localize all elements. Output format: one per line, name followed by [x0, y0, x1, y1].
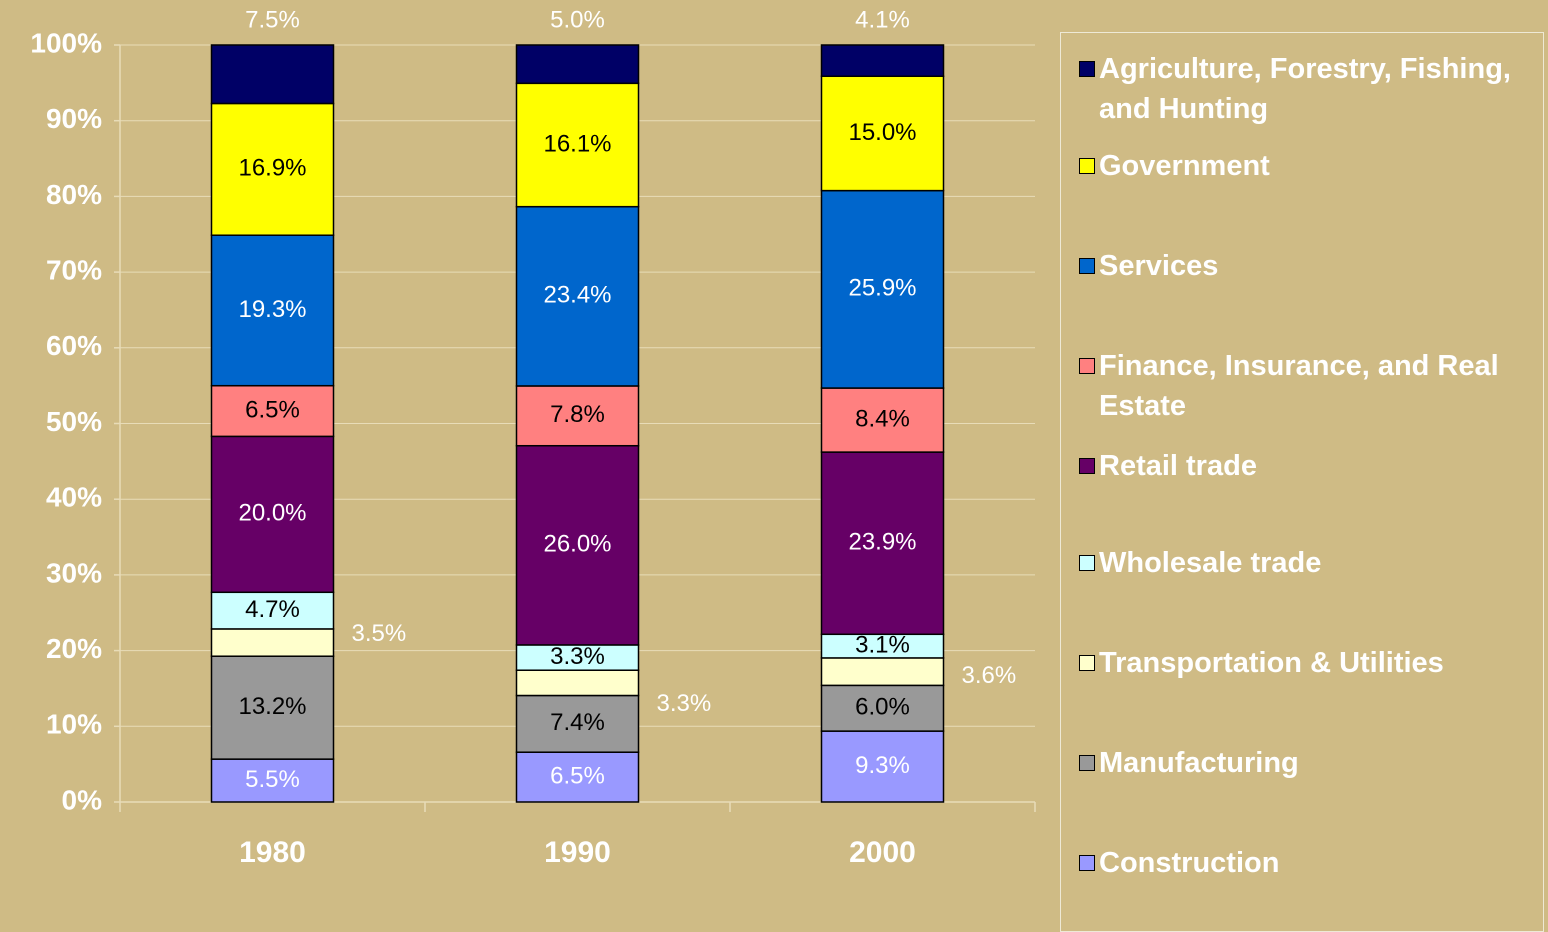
value-label: 3.3%: [657, 690, 712, 717]
value-label: 3.6%: [962, 662, 1017, 689]
value-label: 3.5%: [352, 620, 407, 647]
bar-segment: [210, 655, 335, 760]
value-label: 19.3%: [238, 296, 306, 323]
value-label: 16.9%: [238, 155, 306, 182]
value-label: 5.0%: [550, 6, 605, 33]
value-label: 16.1%: [543, 130, 611, 157]
value-label: 26.0%: [543, 531, 611, 558]
value-label: 5.5%: [245, 766, 300, 793]
y-tick-label: 30%: [46, 557, 102, 588]
bar-segment: [210, 435, 335, 594]
legend-item: Transportation & Utilities: [1079, 643, 1539, 683]
legend-label: Agriculture, Forestry, Fishing, and Hunt…: [1099, 53, 1511, 125]
value-label: 3.3%: [550, 643, 605, 670]
value-label: 8.4%: [855, 405, 910, 432]
y-tick-label: 60%: [46, 330, 102, 361]
bar-segment: [515, 669, 640, 697]
legend-label: Wholesale trade: [1099, 547, 1322, 579]
legend-item: Finance, Insurance, and Real Estate: [1079, 346, 1539, 426]
legend-swatch: [1079, 158, 1095, 174]
x-tick-label: 1980: [239, 836, 306, 869]
legend-item: Construction: [1079, 843, 1539, 883]
value-label: 3.1%: [855, 631, 910, 658]
y-tick-label: 0%: [62, 784, 103, 815]
value-label: 20.0%: [238, 500, 306, 527]
legend-swatch: [1079, 458, 1095, 474]
bar-segment: [820, 387, 945, 453]
legend-label: Manufacturing: [1099, 747, 1299, 779]
bar-segment: [820, 44, 945, 78]
bar-segment: [515, 44, 640, 85]
y-tick-label: 10%: [46, 709, 102, 740]
bar-segment: [515, 694, 640, 753]
legend-label: Transportation & Utilities: [1099, 647, 1444, 679]
bar-segment: [515, 205, 640, 387]
bar-segment: [515, 385, 640, 447]
legend-label: Services: [1099, 250, 1219, 282]
legend-swatch: [1079, 655, 1095, 671]
legend-item: Government: [1079, 146, 1539, 186]
x-tick-label: 1990: [544, 836, 611, 869]
legend-swatch: [1079, 555, 1095, 571]
value-label: 23.9%: [848, 529, 916, 556]
legend-label: Finance, Insurance, and Real Estate: [1099, 350, 1499, 422]
legend-label: Retail trade: [1099, 450, 1257, 482]
value-label: 6.5%: [245, 396, 300, 423]
legend-swatch: [1079, 358, 1095, 374]
value-label: 6.5%: [550, 762, 605, 789]
legend-swatch: [1079, 258, 1095, 274]
value-label: 7.8%: [550, 401, 605, 428]
legend-label: Government: [1099, 150, 1270, 182]
bar-segment: [210, 628, 335, 657]
legend-swatch: [1079, 61, 1095, 77]
legend-item: Services: [1079, 246, 1539, 286]
bar-segment: [515, 82, 640, 208]
bar-segment: [820, 451, 945, 636]
y-tick-label: 90%: [46, 103, 102, 134]
y-tick-label: 20%: [46, 633, 102, 664]
legend-item: Retail trade: [1079, 446, 1539, 486]
y-tick-label: 40%: [46, 482, 102, 513]
bar-segment: [820, 75, 945, 192]
bar-segment: [820, 730, 945, 803]
value-label: 9.3%: [855, 752, 910, 779]
y-tick-label: 70%: [46, 254, 102, 285]
value-label: 7.4%: [550, 709, 605, 736]
bar-segment: [515, 751, 640, 803]
x-tick-label: 2000: [849, 836, 916, 869]
y-tick-label: 80%: [46, 179, 102, 210]
value-label: 4.1%: [855, 6, 910, 33]
legend: Agriculture, Forestry, Fishing, and Hunt…: [1060, 32, 1544, 932]
value-label: 6.0%: [855, 694, 910, 721]
value-label: 13.2%: [238, 693, 306, 720]
bar-segment: [515, 644, 640, 671]
legend-swatch: [1079, 755, 1095, 771]
legend-item: Wholesale trade: [1079, 543, 1539, 583]
bar-segment: [820, 189, 945, 389]
bar-segment: [210, 44, 335, 105]
bar-segment: [515, 444, 640, 646]
bar-segment: [210, 234, 335, 387]
value-label: 4.7%: [245, 596, 300, 623]
bar-segment: [210, 591, 335, 630]
value-label: 23.4%: [543, 282, 611, 309]
bar-segment: [210, 758, 335, 803]
legend-swatch: [1079, 855, 1095, 871]
legend-item: Agriculture, Forestry, Fishing, and Hunt…: [1079, 49, 1539, 129]
value-label: 7.5%: [245, 6, 300, 33]
y-tick-label: 50%: [46, 406, 102, 437]
legend-label: Construction: [1099, 847, 1280, 879]
bar-segment: [820, 657, 945, 687]
value-label: 15.0%: [848, 119, 916, 146]
value-label: 25.9%: [848, 275, 916, 302]
legend-item: Manufacturing: [1079, 743, 1539, 783]
y-tick-label: 100%: [30, 27, 102, 58]
